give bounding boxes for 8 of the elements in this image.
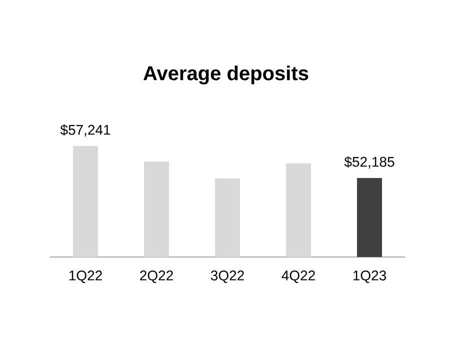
x-tick-label: 3Q22 [210,270,244,283]
x-tick-label: 1Q23 [353,270,386,283]
data-label: $57,241 [60,124,110,136]
data-label: $52,185 [344,156,394,168]
x-tick-label: 4Q22 [282,270,315,283]
chart-title: Average deposits [144,66,308,84]
x-tick-label: 2Q22 [140,270,173,283]
x-tick-label: 1Q22 [69,270,102,283]
